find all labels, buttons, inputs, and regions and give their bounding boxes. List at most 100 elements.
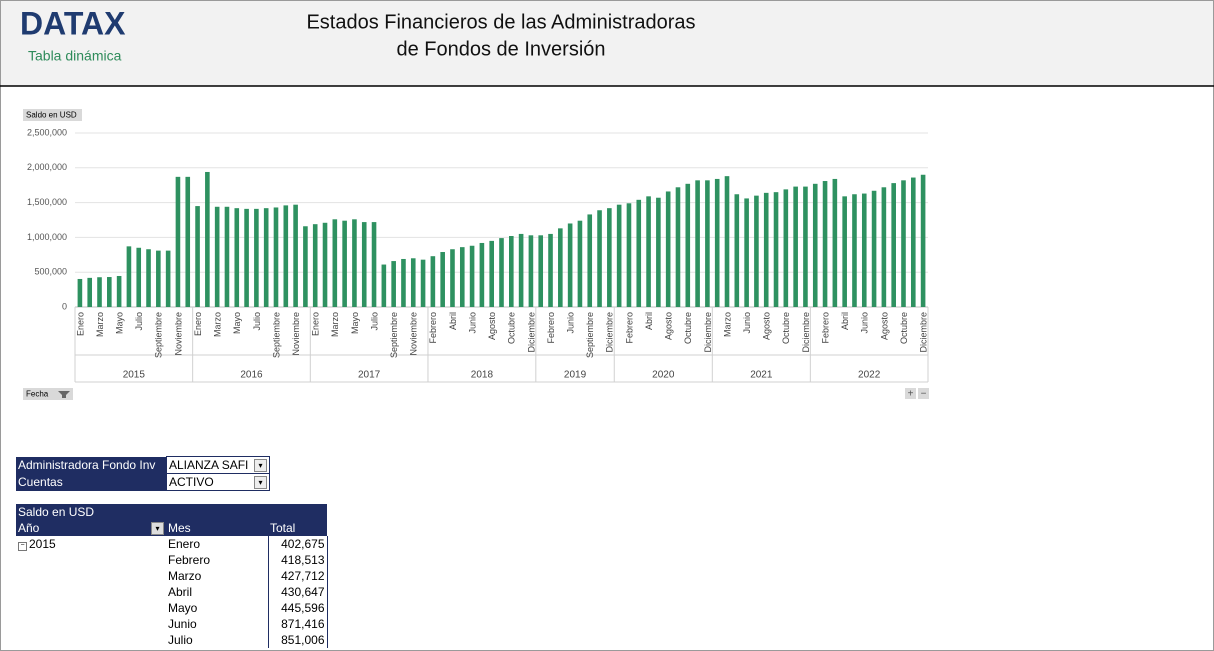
bar bbox=[401, 258, 406, 307]
bar bbox=[852, 194, 857, 307]
bar bbox=[548, 233, 553, 307]
pivot-caption: Saldo en USD bbox=[16, 504, 268, 520]
total-cell: 445,596 bbox=[267, 600, 328, 616]
bar bbox=[538, 235, 544, 307]
bar bbox=[734, 194, 740, 307]
year-cell bbox=[16, 616, 166, 632]
expand-icon: + bbox=[908, 389, 914, 400]
filter-value[interactable]: ALIANZA SAFI ▾ bbox=[166, 456, 270, 474]
bar bbox=[587, 214, 593, 307]
year-label: 2016 bbox=[240, 370, 263, 381]
pivot-table: Saldo en USD Año ▾ Mes Total −2015 Enero 40… bbox=[16, 504, 328, 648]
filter-field: Cuentas bbox=[16, 473, 167, 491]
bar bbox=[901, 180, 906, 307]
year-cell bbox=[16, 552, 166, 568]
bar bbox=[322, 222, 328, 307]
expand-button[interactable] bbox=[905, 388, 916, 399]
bar bbox=[695, 180, 700, 307]
bar bbox=[665, 191, 671, 307]
pivot-row: Marzo 427,712 bbox=[16, 568, 328, 584]
bar bbox=[803, 186, 808, 307]
pivot-row: Febrero 418,513 bbox=[16, 552, 328, 568]
logo-subtitle: Tabla dinámica bbox=[28, 48, 122, 64]
bar bbox=[371, 222, 377, 307]
pivot-row: Junio 871,416 bbox=[16, 616, 328, 632]
year-cell bbox=[16, 632, 166, 648]
bar bbox=[312, 224, 318, 307]
pivot-row: Abril 430,647 bbox=[16, 584, 328, 600]
x-tick-label: Julio bbox=[252, 312, 262, 331]
bar bbox=[744, 198, 749, 307]
total-cell: 418,513 bbox=[267, 552, 328, 568]
column-header-text: Año bbox=[18, 521, 40, 535]
bar bbox=[450, 249, 455, 307]
column-header: Mes bbox=[166, 520, 268, 536]
header-cell bbox=[268, 504, 327, 520]
month-cell: Febrero bbox=[168, 553, 211, 567]
x-tick-label: Abril bbox=[644, 312, 654, 330]
filter-dropdown[interactable]: ▾ bbox=[254, 459, 267, 472]
filter-value-text: ALIANZA SAFI bbox=[169, 458, 249, 472]
bar bbox=[861, 193, 867, 307]
x-tick-label: Noviembre bbox=[291, 312, 301, 356]
x-tick-label: Junio bbox=[566, 312, 576, 334]
x-tick-label: Junio bbox=[742, 312, 752, 334]
bar bbox=[607, 208, 612, 307]
column-header: Año ▾ bbox=[16, 520, 166, 536]
x-tick-label: Febrero bbox=[546, 312, 556, 344]
bar bbox=[558, 228, 563, 307]
bar bbox=[283, 205, 289, 307]
filter-field: Administradora Fondo Inv bbox=[16, 456, 167, 474]
bar bbox=[410, 258, 416, 307]
bar bbox=[107, 277, 112, 307]
collapse-button[interactable] bbox=[918, 388, 929, 399]
x-tick-label: Julio bbox=[369, 312, 379, 331]
pivot-header-row: Año ▾ Mes Total bbox=[16, 520, 327, 536]
filter-value[interactable]: ACTIVO ▾ bbox=[166, 473, 270, 491]
bar bbox=[714, 178, 720, 307]
year-text: 2015 bbox=[29, 537, 56, 551]
value-field-button[interactable] bbox=[23, 109, 82, 121]
bar bbox=[303, 226, 308, 307]
x-tick-label: Abril bbox=[840, 312, 850, 330]
x-tick-label: Agosto bbox=[879, 312, 889, 340]
x-tick-label: Octubre bbox=[683, 312, 693, 344]
bar bbox=[754, 195, 759, 307]
bar bbox=[185, 176, 191, 307]
x-tick-label: Junio bbox=[860, 312, 870, 334]
bar bbox=[656, 197, 661, 307]
bar bbox=[97, 277, 102, 307]
month-cell: Abril bbox=[168, 585, 193, 599]
year-label: 2020 bbox=[652, 370, 675, 381]
pivot-body: −2015 Enero 402,675 Febrero 418,513 Marzo 427,… bbox=[16, 536, 328, 648]
bar bbox=[293, 204, 298, 307]
year-label: 2015 bbox=[123, 370, 146, 381]
x-tick-label: Noviembre bbox=[409, 312, 419, 356]
header-band bbox=[1, 1, 1213, 86]
bar bbox=[479, 242, 485, 307]
month-cell: Junio bbox=[168, 617, 197, 631]
bar bbox=[234, 208, 240, 307]
bar bbox=[332, 219, 338, 307]
y-tick-label: 0 bbox=[62, 301, 67, 311]
bar bbox=[822, 181, 828, 307]
year-label: 2021 bbox=[750, 370, 773, 381]
bar bbox=[254, 208, 259, 307]
bar bbox=[597, 210, 602, 307]
filter-dropdown[interactable]: ▾ bbox=[254, 476, 267, 489]
x-tick-label: Marzo bbox=[213, 312, 223, 337]
x-tick-label: Septiembre bbox=[389, 312, 399, 358]
page-title: de Fondos de Inversión bbox=[396, 38, 605, 60]
year-cell bbox=[16, 584, 166, 600]
x-tick-label: Octubre bbox=[781, 312, 791, 344]
x-tick-label: Febrero bbox=[820, 312, 830, 344]
row-filter-dropdown[interactable]: ▾ bbox=[151, 522, 164, 535]
total-cell: 851,006 bbox=[267, 632, 328, 648]
collapse-toggle[interactable]: − bbox=[18, 542, 27, 551]
bar bbox=[273, 207, 279, 307]
bar bbox=[489, 240, 494, 307]
year-label: 2017 bbox=[358, 370, 381, 381]
bar bbox=[244, 208, 249, 307]
x-tick-label: Octubre bbox=[899, 312, 909, 344]
year-cell bbox=[16, 568, 166, 584]
